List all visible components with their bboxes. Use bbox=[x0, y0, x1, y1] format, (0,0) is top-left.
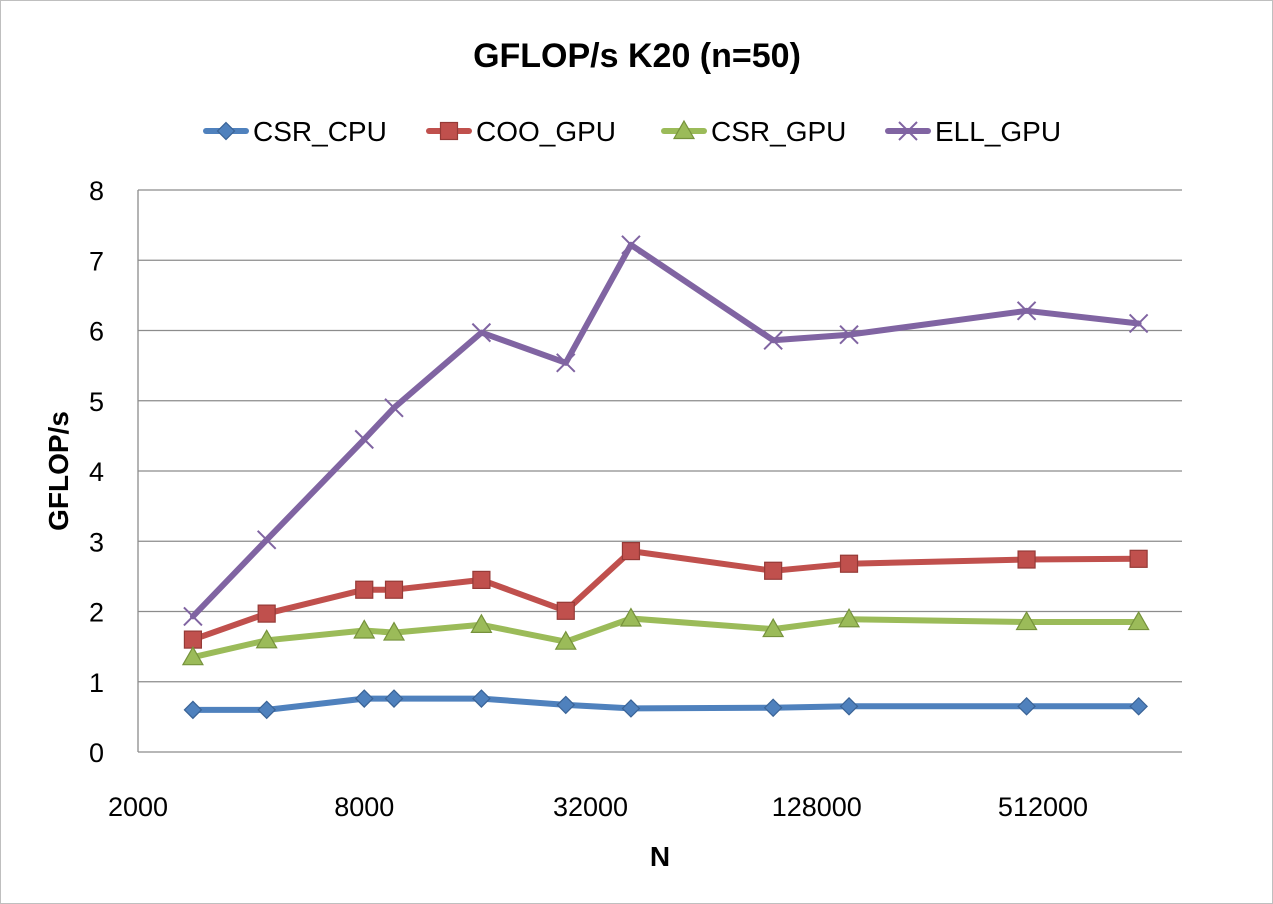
data-point bbox=[1127, 610, 1150, 631]
legend-label: COO_GPU bbox=[476, 116, 616, 147]
data-point bbox=[621, 541, 641, 561]
data-point bbox=[621, 699, 641, 718]
x-tick-label: 8000 bbox=[334, 792, 394, 822]
x-axis-title: N bbox=[650, 841, 670, 872]
legend-label: CSR_CPU bbox=[253, 116, 387, 147]
data-point bbox=[257, 604, 276, 623]
data-point bbox=[839, 325, 859, 345]
x-tick-label: 512000 bbox=[998, 792, 1088, 822]
data-point bbox=[255, 629, 278, 649]
chart-title: GFLOP/s K20 (n=50) bbox=[473, 37, 801, 75]
y-tick-label: 1 bbox=[89, 668, 104, 698]
data-point bbox=[384, 580, 404, 599]
data-point bbox=[183, 700, 203, 720]
x-tick-label: 32000 bbox=[553, 792, 628, 822]
data-point bbox=[619, 607, 642, 627]
data-point bbox=[353, 619, 376, 639]
legend-item: ELL_GPU bbox=[885, 116, 1061, 147]
y-axis-ticks: 0 1 2 3 4 5 6 7 8 bbox=[89, 176, 104, 768]
legend: CSR_CPU COO_GPU CSR_GPU ELL_GPU bbox=[203, 116, 1061, 147]
data-point bbox=[257, 700, 277, 720]
data-point bbox=[837, 608, 861, 628]
data-point bbox=[1129, 549, 1148, 568]
legend-item: CSR_CPU bbox=[203, 116, 387, 147]
data-point bbox=[839, 696, 859, 716]
series-COO_GPU bbox=[183, 541, 1148, 649]
data-point bbox=[181, 645, 204, 666]
data-point bbox=[256, 530, 277, 550]
x-tick-label: 128000 bbox=[772, 792, 862, 822]
data-point bbox=[384, 689, 404, 708]
data-point bbox=[355, 580, 374, 599]
data-point bbox=[472, 570, 491, 589]
legend-item: COO_GPU bbox=[426, 116, 616, 147]
data-point bbox=[354, 689, 374, 708]
y-tick-label: 6 bbox=[89, 317, 104, 347]
x-axis-ticks: 2000 8000 32000 128000 512000 bbox=[108, 792, 1088, 822]
series-line bbox=[189, 548, 1142, 643]
data-point bbox=[763, 698, 783, 718]
y-tick-label: 5 bbox=[89, 387, 104, 417]
series-CSR_CPU bbox=[183, 689, 1148, 720]
data-point bbox=[672, 119, 696, 140]
data-point bbox=[898, 121, 918, 141]
data-point bbox=[470, 613, 493, 633]
data-point bbox=[1129, 696, 1148, 716]
data-point bbox=[183, 630, 203, 649]
data-point bbox=[384, 398, 404, 418]
data-point bbox=[216, 121, 236, 141]
data-point bbox=[556, 695, 576, 715]
legend-item: CSR_GPU bbox=[661, 116, 846, 147]
data-point bbox=[1015, 610, 1038, 631]
data-point bbox=[762, 617, 785, 638]
y-tick-label: 0 bbox=[89, 738, 104, 768]
data-point bbox=[1128, 313, 1149, 334]
data-point bbox=[1017, 696, 1036, 716]
series-line bbox=[189, 695, 1142, 713]
series-CSR_GPU bbox=[181, 607, 1150, 666]
y-axis-title: GFLOP/s bbox=[43, 411, 74, 531]
data-point bbox=[556, 353, 576, 373]
legend-label: CSR_GPU bbox=[711, 116, 846, 147]
y-tick-label: 8 bbox=[89, 176, 104, 206]
series-line bbox=[189, 615, 1142, 661]
data-point bbox=[763, 330, 783, 351]
y-tick-label: 7 bbox=[89, 246, 104, 276]
y-tick-label: 2 bbox=[89, 598, 104, 628]
data-point bbox=[183, 606, 203, 627]
data-point bbox=[621, 235, 641, 255]
data-point bbox=[1017, 550, 1036, 569]
y-tick-label: 4 bbox=[89, 457, 104, 487]
data-point bbox=[1016, 301, 1037, 321]
data-point bbox=[556, 601, 575, 620]
data-point bbox=[472, 689, 491, 708]
series-layer bbox=[181, 235, 1150, 720]
data-point bbox=[554, 630, 577, 650]
series-ELL_GPU bbox=[183, 235, 1149, 627]
data-point bbox=[839, 554, 859, 573]
y-tick-label: 3 bbox=[89, 527, 104, 557]
data-point bbox=[471, 322, 492, 343]
x-tick-label: 2000 bbox=[108, 792, 168, 822]
data-point bbox=[354, 429, 374, 450]
data-point bbox=[764, 561, 783, 580]
data-point bbox=[439, 121, 459, 141]
legend-label: ELL_GPU bbox=[935, 116, 1061, 147]
gridlines bbox=[137, 189, 1182, 753]
data-point bbox=[382, 621, 406, 641]
